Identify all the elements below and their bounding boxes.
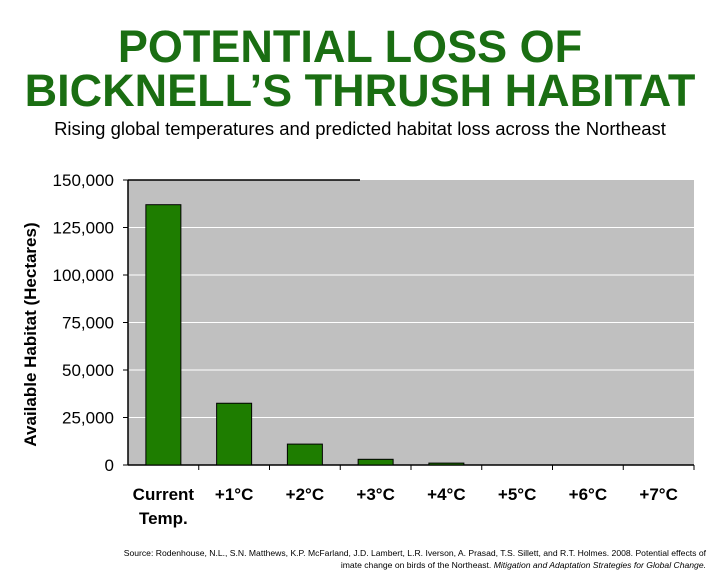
bar: [357, 458, 394, 466]
source-line-1: Source: Rodenhouse, N.L., S.N. Matthews,…: [123, 548, 706, 558]
bar: [145, 204, 182, 466]
y-tick-label: 0: [105, 456, 114, 475]
x-tick-label: Temp.: [139, 509, 188, 528]
x-tick-label: +4°C: [427, 485, 465, 504]
y-tick-label: 50,000: [62, 361, 114, 380]
y-tick-label: 75,000: [62, 314, 114, 333]
bar: [286, 443, 323, 466]
y-tick-label: 25,000: [62, 409, 114, 428]
bar: [428, 462, 465, 466]
x-tick-label: +6°C: [569, 485, 607, 504]
title-line-2: BICKNELL’S THRUSH HABITAT: [24, 65, 696, 116]
y-axis-label: Available Habitat (Hectares): [21, 222, 40, 446]
x-tick-label: +7°C: [639, 485, 677, 504]
y-tick-label: 100,000: [53, 266, 114, 285]
source-journal: Mitigation and Adaptation Strategies for…: [493, 560, 706, 570]
x-tick-label: +3°C: [356, 485, 394, 504]
bar: [216, 402, 253, 466]
title-line-1: POTENTIAL LOSS OF: [117, 21, 583, 72]
source-line-2: imate change on birds of the Northeast.: [340, 560, 494, 570]
source-citation: Source: Rodenhouse, N.L., S.N. Matthews,…: [124, 547, 706, 571]
x-tick-label: Current: [133, 485, 195, 504]
subtitle: Rising global temperatures and predicted…: [54, 118, 666, 139]
x-tick-label: +5°C: [498, 485, 536, 504]
x-tick-label: +2°C: [286, 485, 324, 504]
x-tick-label: +1°C: [215, 485, 253, 504]
y-tick-label: 125,000: [53, 219, 114, 238]
y-tick-label: 150,000: [53, 171, 114, 190]
